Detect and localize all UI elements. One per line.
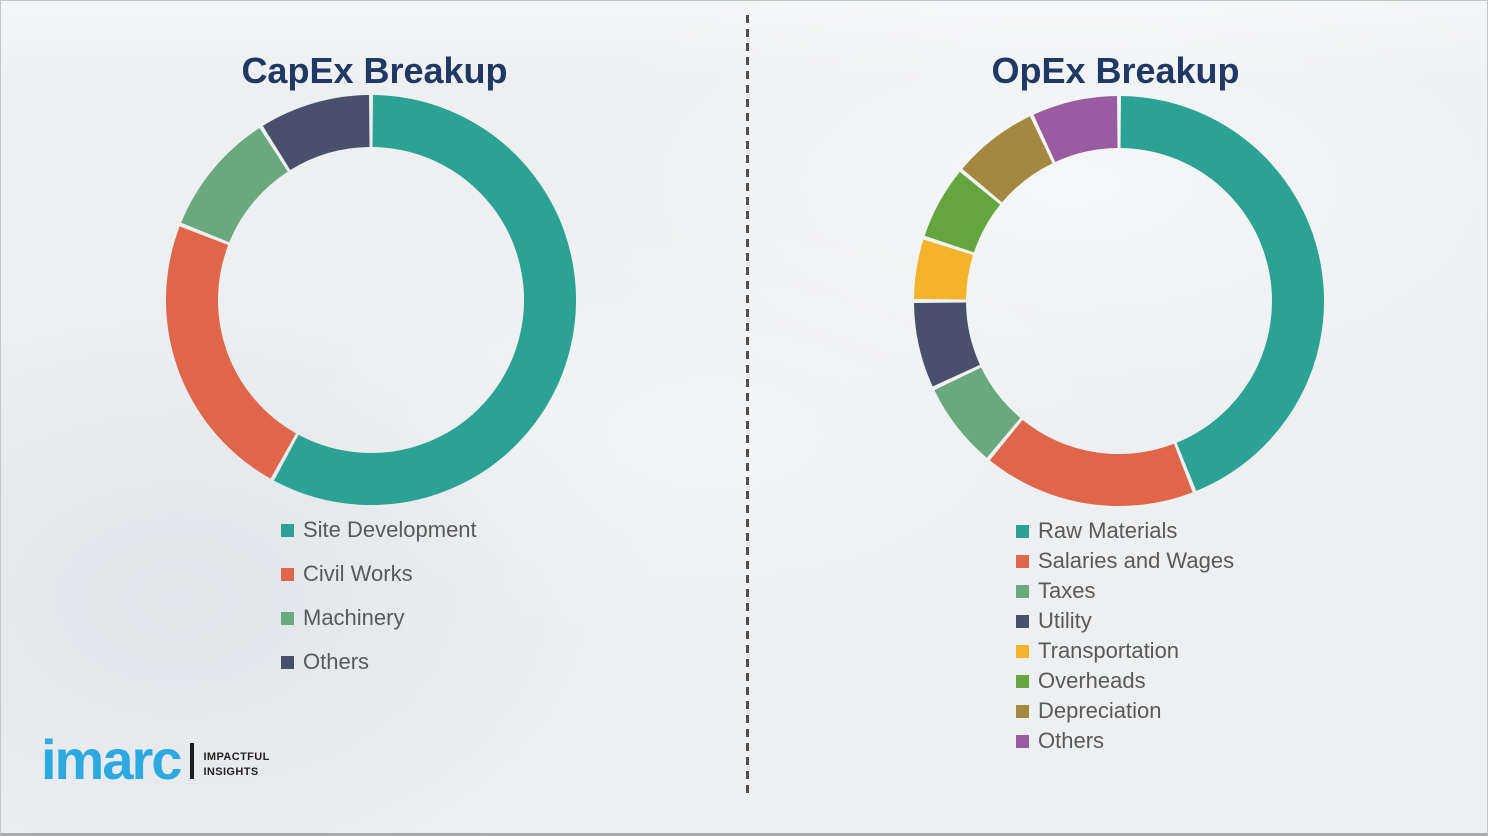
panel-divider-dashed-line — [746, 15, 749, 793]
legend-label: Machinery — [303, 605, 405, 630]
legend-item-utility: Utility — [1016, 606, 1234, 636]
legend-item-site-development: Site Development — [281, 508, 477, 552]
legend-label: Overheads — [1038, 668, 1146, 693]
capex-donut-chart — [166, 95, 576, 505]
legend-label: Others — [303, 649, 370, 674]
legend-item-depreciation: Depreciation — [1016, 696, 1234, 726]
donut-segment-raw-materials — [1120, 96, 1324, 491]
legend-marker-civil-works — [281, 567, 294, 581]
legend-label: Site Development — [303, 517, 477, 542]
legend-marker-others — [1016, 734, 1029, 748]
legend-label: Utility — [1038, 608, 1092, 633]
legend-item-others: Others — [281, 640, 477, 684]
legend-label: Taxes — [1038, 578, 1096, 603]
donut-segment-civil-works — [166, 226, 297, 479]
donut-segment-salaries-and-wages — [989, 419, 1193, 506]
donut-segment-machinery — [181, 127, 289, 243]
legend-marker-salaries-and-wages — [1016, 554, 1029, 568]
legend-item-taxes: Taxes — [1016, 576, 1234, 606]
legend-label: Depreciation — [1038, 698, 1162, 723]
donut-segment-others — [1033, 96, 1119, 163]
imarc-logo-wordmark: imarc — [41, 728, 182, 791]
imarc-logo-tagline-line1: IMPACTFUL — [203, 751, 270, 764]
imarc-logo: imarc IMPACTFUL INSIGHTS — [41, 728, 270, 791]
capex-title: CapEx Breakup — [241, 50, 508, 92]
legend-item-civil-works: Civil Works — [281, 552, 477, 596]
legend-item-overheads: Overheads — [1016, 666, 1234, 696]
legend-marker-transportation — [1016, 644, 1029, 658]
legend-label: Transportation — [1038, 638, 1180, 663]
legend-marker-overheads — [1016, 674, 1029, 688]
imarc-logo-tagline: IMPACTFUL INSIGHTS — [203, 750, 269, 779]
legend-marker-site-development — [281, 523, 294, 537]
legend-marker-depreciation — [1016, 704, 1029, 718]
opex-donut-chart — [914, 96, 1324, 506]
donut-segment-transportation — [914, 239, 974, 301]
legend-item-salaries-and-wages: Salaries and Wages — [1016, 546, 1234, 576]
legend-label: Others — [1038, 728, 1105, 753]
imarc-logo-divider-bar — [190, 742, 195, 779]
legend-label: Civil Works — [303, 561, 413, 586]
opex-legend: Raw Materials Salaries and Wages Taxes Util… — [1016, 516, 1234, 756]
legend-item-transportation: Transportation — [1016, 636, 1234, 666]
legend-label: Raw Materials — [1038, 518, 1178, 543]
capex-legend: Site Development Civil Works Machinery Othe… — [281, 508, 477, 684]
legend-marker-utility — [1016, 614, 1029, 628]
legend-item-raw-materials: Raw Materials — [1016, 516, 1234, 546]
legend-item-machinery: Machinery — [281, 596, 477, 640]
opex-title: OpEx Breakup — [991, 50, 1240, 92]
legend-marker-taxes — [1016, 584, 1029, 598]
legend-marker-raw-materials — [1016, 524, 1029, 538]
legend-item-others: Others — [1016, 726, 1234, 756]
donut-segment-site-development — [274, 95, 576, 505]
legend-marker-others — [281, 655, 294, 669]
donut-segment-utility — [914, 301, 981, 387]
donut-segment-others — [262, 95, 371, 171]
legend-marker-machinery — [281, 611, 294, 625]
donut-segment-taxes — [934, 366, 1021, 458]
donut-segment-depreciation — [962, 116, 1054, 203]
donut-segment-overheads — [924, 171, 1001, 253]
legend-label: Salaries and Wages — [1038, 548, 1235, 573]
imarc-logo-tagline-line2: INSIGHTS — [203, 765, 259, 778]
